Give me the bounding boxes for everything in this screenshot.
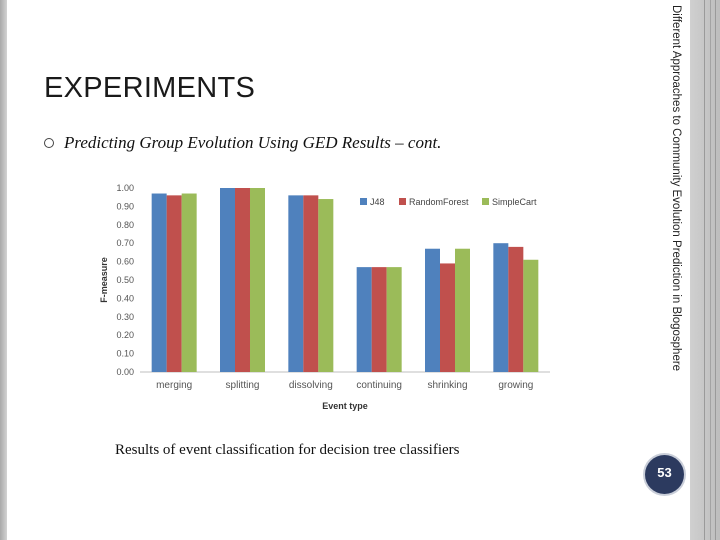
chart-legend: J48 RandomForest SimpleCart [360,197,537,207]
chart-caption: Results of event classification for deci… [115,442,460,458]
legend-swatch [482,198,489,205]
bar-randomforest-splitting [235,188,250,372]
bar-simplecart-continuing [386,267,402,372]
legend-label: RandomForest [409,197,469,207]
y-tick-label: 1.00 [116,183,134,193]
legend-swatch [399,198,406,205]
left-decor-bar [0,0,7,540]
x-axis-title: Event type [322,401,368,411]
f-measure-bar-chart: 0.00 0.10 0.20 0.30 0.40 0.50 0.60 0.70 0.80 0.90… [99,183,550,411]
x-category-label: merging [156,380,192,391]
y-tick-label: 0.60 [116,257,134,267]
y-tick-label: 0.50 [116,275,134,285]
x-category-label: shrinking [427,380,467,391]
y-tick-label: 0.20 [116,330,134,340]
side-header-text: Different Approaches to Community Evolut… [670,5,682,372]
bar-simplecart-growing [523,259,539,372]
bar-randomforest-merging [166,195,182,372]
legend-label: J48 [370,197,385,207]
bar-simplecart-merging [181,193,197,372]
bar-simplecart-splitting [250,188,265,372]
bar-j48-continuing [356,267,372,372]
chart-bars [151,188,539,372]
right-decor-line [704,0,705,540]
y-tick-label: 0.90 [116,201,134,211]
bar-randomforest-growing [508,246,524,372]
bar-randomforest-shrinking [440,263,455,372]
bar-j48-merging [151,193,167,372]
y-tick-label: 0.80 [116,220,134,230]
bar-simplecart-shrinking [455,248,470,372]
bar-simplecart-dissolving [318,199,334,372]
bar-randomforest-continuing [371,267,387,372]
x-category-label: splitting [226,380,260,391]
y-tick-label: 0.30 [116,312,134,322]
bar-j48-dissolving [288,195,304,372]
page-number: 53 [657,465,672,480]
bar-j48-splitting [220,188,235,372]
bar-j48-shrinking [425,248,440,372]
slide-title: EXPERIMENTS [44,72,256,104]
y-tick-label: 0.10 [116,349,134,359]
legend-swatch [360,198,367,205]
bar-j48-growing [493,243,509,372]
page-number-badge: 53 [645,455,684,494]
chart-labels: 0.00 0.10 0.20 0.30 0.40 0.50 0.60 0.70 0.80 0.90… [99,183,533,411]
slide-subtitle: Predicting Group Evolution Using GED Res… [64,133,442,152]
x-category-label: continuing [356,380,402,391]
x-category-label: dissolving [289,380,333,391]
y-tick-label: 0.70 [116,238,134,248]
y-tick-label: 0.00 [116,367,134,377]
right-decor-line [715,0,716,540]
bullet-icon [44,138,54,148]
legend-label: SimpleCart [492,197,537,207]
bar-randomforest-dissolving [303,195,319,372]
x-category-label: growing [498,380,533,391]
right-decor-line [710,0,711,540]
y-axis-title: F-measure [99,257,109,303]
y-tick-label: 0.40 [116,293,134,303]
